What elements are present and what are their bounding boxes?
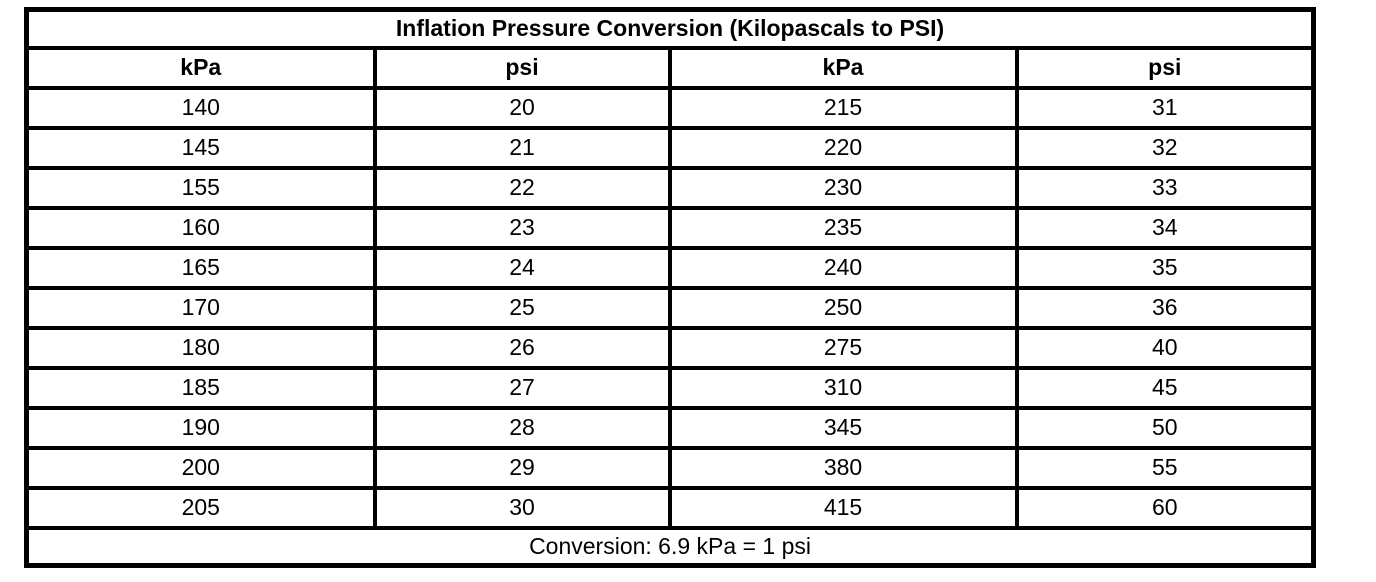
table-title: Inflation Pressure Conversion (Kilopasca… [24,7,1316,50]
psi-value: 55 [1014,445,1316,490]
column-header-psi-left: psi [372,45,672,90]
kpa-value: 310 [667,365,1019,410]
kpa-value: 160 [24,205,377,250]
kpa-value: 215 [667,85,1019,130]
kpa-value: 190 [24,405,377,450]
pressure-conversion-table: Inflation Pressure Conversion (Kilopasca… [24,7,1317,568]
kpa-value: 230 [667,165,1019,210]
conversion-note: Conversion: 6.9 kPa = 1 psi [24,525,1316,568]
kpa-value: 235 [667,205,1019,250]
table-row: 205 30 415 60 [24,485,1316,530]
kpa-value: 145 [24,125,377,170]
table-header-row: kPa psi kPa psi [24,45,1316,90]
psi-value: 20 [372,85,672,130]
psi-value: 24 [372,245,672,290]
table-row: 160 23 235 34 [24,205,1316,250]
table-row: 155 22 230 33 [24,165,1316,210]
kpa-value: 180 [24,325,377,370]
column-header-kpa-right: kPa [667,45,1019,90]
table-row: 140 20 215 31 [24,85,1316,130]
psi-value: 32 [1014,125,1316,170]
table-row: 165 24 240 35 [24,245,1316,290]
kpa-value: 275 [667,325,1019,370]
psi-value: 26 [372,325,672,370]
kpa-value: 250 [667,285,1019,330]
kpa-value: 165 [24,245,377,290]
kpa-value: 380 [667,445,1019,490]
psi-value: 34 [1014,205,1316,250]
kpa-value: 185 [24,365,377,410]
kpa-value: 140 [24,85,377,130]
kpa-value: 345 [667,405,1019,450]
psi-value: 25 [372,285,672,330]
kpa-value: 155 [24,165,377,210]
psi-value: 40 [1014,325,1316,370]
psi-value: 60 [1014,485,1316,530]
psi-value: 28 [372,405,672,450]
column-header-kpa-left: kPa [24,45,377,90]
kpa-value: 170 [24,285,377,330]
column-header-psi-right: psi [1014,45,1316,90]
kpa-value: 415 [667,485,1019,530]
kpa-value: 205 [24,485,377,530]
psi-value: 35 [1014,245,1316,290]
kpa-value: 220 [667,125,1019,170]
psi-value: 22 [372,165,672,210]
psi-value: 30 [372,485,672,530]
table-row: 190 28 345 50 [24,405,1316,450]
psi-value: 29 [372,445,672,490]
psi-value: 27 [372,365,672,410]
psi-value: 21 [372,125,672,170]
table-row: 170 25 250 36 [24,285,1316,330]
psi-value: 23 [372,205,672,250]
table-footer-row: Conversion: 6.9 kPa = 1 psi [24,525,1316,568]
table-row: 200 29 380 55 [24,445,1316,490]
table-title-row: Inflation Pressure Conversion (Kilopasca… [24,7,1316,50]
psi-value: 31 [1014,85,1316,130]
psi-value: 33 [1014,165,1316,210]
kpa-value: 240 [667,245,1019,290]
psi-value: 45 [1014,365,1316,410]
table-row: 185 27 310 45 [24,365,1316,410]
table-row: 180 26 275 40 [24,325,1316,370]
psi-value: 50 [1014,405,1316,450]
table-row: 145 21 220 32 [24,125,1316,170]
kpa-value: 200 [24,445,377,490]
psi-value: 36 [1014,285,1316,330]
